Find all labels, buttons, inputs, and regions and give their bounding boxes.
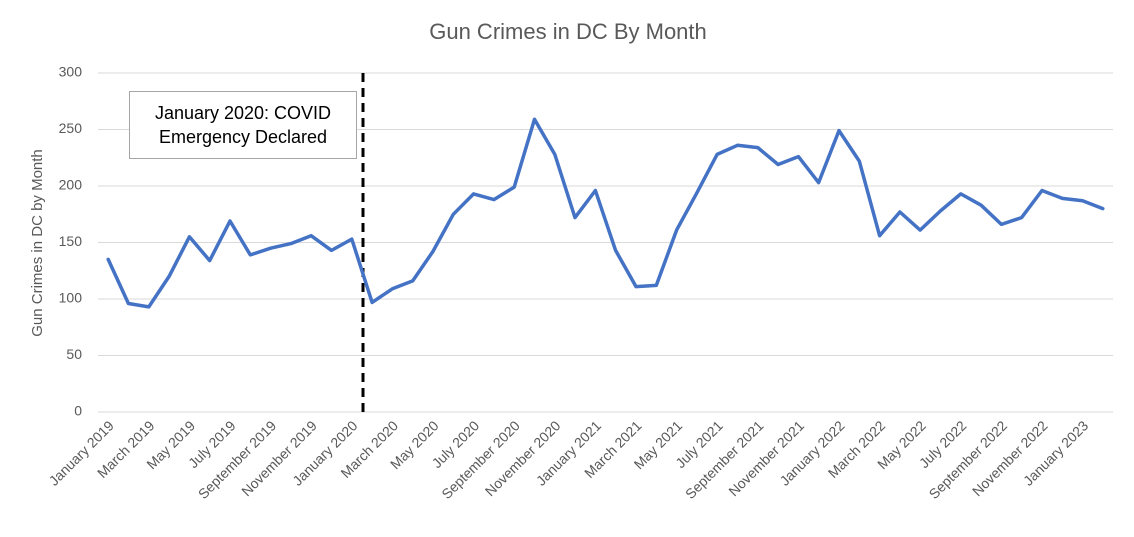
y-tick-label: 300 [59,64,83,80]
y-tick-label: 0 [74,403,82,419]
y-axis-title: Gun Crimes in DC by Month [29,149,46,337]
chart-title: Gun Crimes in DC By Month [429,19,707,44]
data-line [106,117,1105,309]
y-tick-label: 200 [59,177,83,193]
annotation-box: January 2020: COVID Emergency Declared [129,91,357,159]
y-tick-label: 50 [66,346,82,362]
y-tick-label: 150 [59,233,83,249]
y-tick-label: 100 [59,290,83,306]
y-tick-label: 250 [59,120,83,136]
